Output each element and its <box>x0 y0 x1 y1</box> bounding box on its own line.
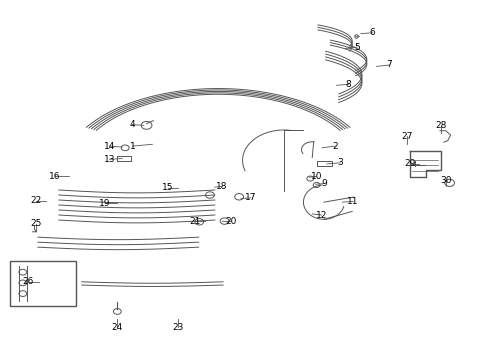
Text: 6: 6 <box>370 28 375 37</box>
Text: 22: 22 <box>31 196 42 205</box>
Text: 15: 15 <box>162 183 174 192</box>
Text: 4: 4 <box>129 120 135 129</box>
Text: 12: 12 <box>316 211 327 220</box>
Text: 17: 17 <box>245 193 257 202</box>
Text: 10: 10 <box>311 172 322 181</box>
Text: 20: 20 <box>226 217 237 226</box>
Text: 3: 3 <box>337 158 343 167</box>
Text: 26: 26 <box>23 277 34 286</box>
Text: 14: 14 <box>104 141 115 150</box>
Text: 28: 28 <box>435 121 446 130</box>
Text: 13: 13 <box>104 155 115 164</box>
Text: 16: 16 <box>49 172 61 181</box>
Text: 29: 29 <box>404 159 416 168</box>
Text: 2: 2 <box>332 141 338 150</box>
Text: 1: 1 <box>130 141 136 150</box>
Text: 7: 7 <box>386 60 392 69</box>
Text: 23: 23 <box>172 323 183 332</box>
Text: 8: 8 <box>345 80 351 89</box>
Text: 24: 24 <box>112 323 123 332</box>
Text: 25: 25 <box>31 219 42 228</box>
Text: 18: 18 <box>216 182 227 191</box>
Text: 9: 9 <box>321 179 327 188</box>
Text: 27: 27 <box>401 132 413 141</box>
Text: 19: 19 <box>99 199 110 208</box>
Text: 21: 21 <box>190 217 201 226</box>
Text: 11: 11 <box>347 197 359 206</box>
Text: 5: 5 <box>354 42 360 51</box>
Text: 30: 30 <box>440 176 451 185</box>
